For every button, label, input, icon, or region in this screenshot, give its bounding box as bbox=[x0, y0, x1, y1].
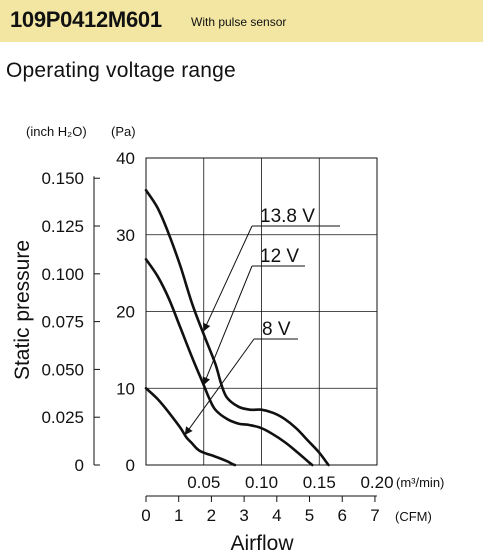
y-unit-primary: (Pa) bbox=[111, 124, 136, 139]
axes: 01020304000.0250.0500.0750.1000.1250.150… bbox=[41, 149, 393, 525]
x-tick-label-cfm: 1 bbox=[174, 506, 183, 525]
y-tick-label-pa: 40 bbox=[116, 149, 135, 168]
x-tick-label-cfm: 7 bbox=[370, 506, 379, 525]
x-tick-label-cfm: 6 bbox=[338, 506, 347, 525]
annotation-arrow-2 bbox=[184, 338, 255, 436]
y-tick-label-pa: 0 bbox=[126, 456, 135, 475]
annotation-label-0: 13.8 V bbox=[260, 206, 315, 227]
y-tick-label-inch: 0.075 bbox=[41, 313, 84, 332]
header-bar bbox=[0, 0, 483, 42]
x-unit-primary: (m³/min) bbox=[396, 475, 444, 490]
x-tick-label-m3: 0.20 bbox=[360, 473, 393, 492]
series-line-2 bbox=[144, 387, 237, 467]
y-tick-label-inch: 0 bbox=[75, 456, 84, 475]
x-tick-label-cfm: 0 bbox=[141, 506, 150, 525]
y-unit-secondary: (inch H₂O) bbox=[26, 124, 87, 139]
y-tick-label-inch: 0.025 bbox=[41, 408, 84, 427]
y-tick-label-inch: 0.125 bbox=[41, 217, 84, 236]
grid bbox=[145, 157, 378, 466]
y-axis-label: Static pressure bbox=[11, 240, 34, 380]
annotation-label-1: 12 V bbox=[260, 246, 299, 267]
y-tick-label-inch: 0.150 bbox=[41, 169, 84, 188]
x-tick-label-cfm: 2 bbox=[207, 506, 216, 525]
x-tick-label-m3: 0.10 bbox=[245, 473, 278, 492]
x-axis-label: Airflow bbox=[230, 532, 294, 555]
x-tick-label-cfm: 5 bbox=[305, 506, 314, 525]
y-tick-label-pa: 10 bbox=[116, 379, 135, 398]
y-tick-label-inch: 0.050 bbox=[41, 360, 84, 379]
annotations: 13.8 V 12 V 8 V bbox=[184, 206, 340, 436]
x-tick-label-cfm: 4 bbox=[272, 506, 281, 525]
x-tick-label-m3: 0.15 bbox=[303, 473, 336, 492]
model-subtitle: With pulse sensor bbox=[191, 15, 287, 29]
section-title: Operating voltage range bbox=[6, 59, 236, 82]
series-line-0 bbox=[144, 188, 330, 467]
series-group bbox=[144, 188, 330, 467]
x-unit-secondary: (CFM) bbox=[395, 509, 432, 524]
y-tick-label-pa: 20 bbox=[116, 303, 135, 322]
axis-labels: (inch H₂O) (Pa) Static pressure (m³/min)… bbox=[11, 124, 444, 555]
x-tick-label-m3: 0.05 bbox=[187, 473, 220, 492]
series-line-1 bbox=[144, 258, 314, 467]
annotation-arrow-1 bbox=[202, 265, 253, 386]
annotation-label-2: 8 V bbox=[262, 319, 291, 340]
annotation-arrow-0 bbox=[203, 225, 253, 332]
y-tick-label-pa: 30 bbox=[116, 226, 135, 245]
x-tick-label-cfm: 3 bbox=[239, 506, 248, 525]
model-number: 109P0412M601 bbox=[10, 7, 162, 32]
y-tick-label-inch: 0.100 bbox=[41, 265, 84, 284]
